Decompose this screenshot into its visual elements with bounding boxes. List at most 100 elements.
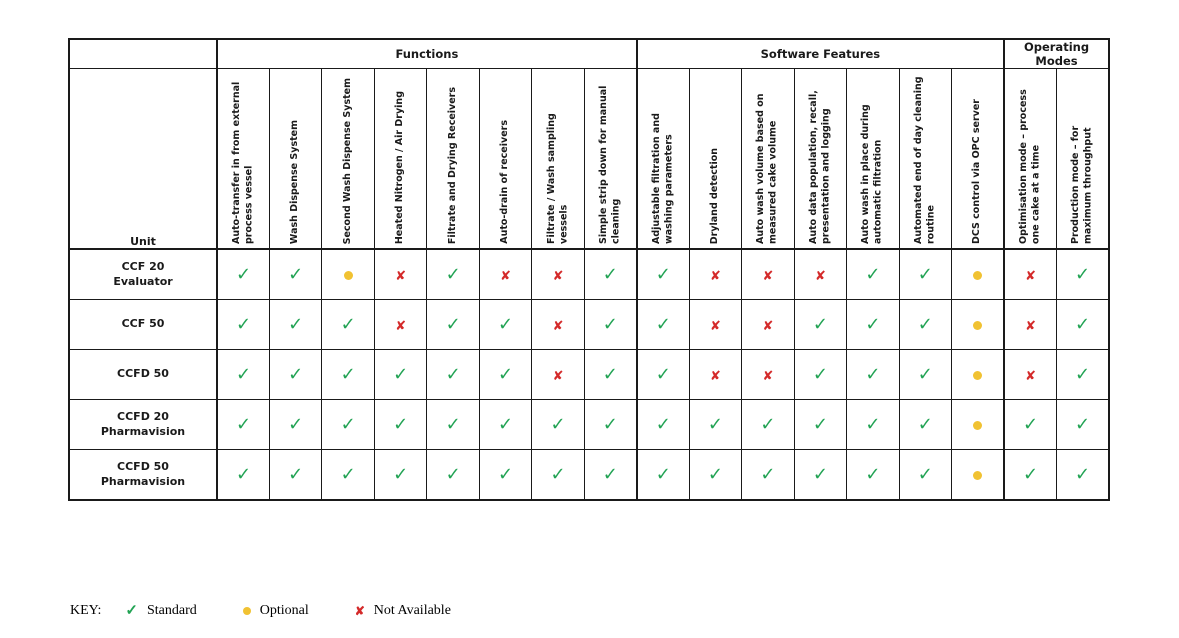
- standard-icon: ✓: [602, 414, 618, 435]
- not-available-icon: ✘: [552, 369, 564, 384]
- standard-icon: ✓: [340, 414, 356, 435]
- group-header: Functions: [216, 38, 638, 69]
- column-header-label: Heated Nitrogen / Air Drying: [394, 90, 406, 244]
- unit-column-header: Unit: [68, 68, 218, 250]
- standard-icon: ✓: [812, 464, 828, 485]
- status-cell: ✓: [898, 399, 953, 450]
- column-header-label: Adjustable filtration and washing parame…: [650, 113, 675, 244]
- standard-icon: ✓: [917, 264, 933, 285]
- status-cell: ✘: [1003, 248, 1058, 300]
- standard-icon: ✓: [602, 314, 618, 335]
- column-header-label: Filtrate / Wash sampling vessels: [545, 113, 570, 244]
- status-cell: ✓: [531, 449, 585, 501]
- standard-icon: ✓: [865, 414, 881, 435]
- status-cell: [951, 399, 1006, 450]
- column-header-label: Auto wash in place during automatic filt…: [860, 104, 884, 244]
- status-cell: ✘: [373, 248, 428, 300]
- status-cell: ✓: [1003, 449, 1058, 501]
- status-cell: ✘: [478, 248, 533, 300]
- status-cell: ✓: [846, 399, 900, 450]
- standard-icon: ✓: [655, 264, 671, 285]
- not-available-icon: ✘: [710, 269, 721, 284]
- standard-icon: ✓: [550, 464, 566, 485]
- key-item-optional-label: Optional: [259, 603, 309, 618]
- standard-icon: ✓: [288, 314, 304, 335]
- key-legend: KEY: ✓ Standard Optional ✘ Not Available: [70, 603, 497, 619]
- standard-icon: ✓: [917, 464, 933, 485]
- column-header: Auto data population, recall, presentati…: [793, 68, 848, 250]
- status-cell: ✓: [846, 248, 900, 300]
- not-available-icon: ✘: [395, 269, 407, 284]
- status-cell: ✓: [846, 299, 900, 350]
- standard-icon: ✓: [917, 414, 933, 435]
- status-cell: ✓: [741, 399, 795, 450]
- status-cell: ✘: [531, 299, 585, 350]
- standard-icon: ✓: [235, 314, 252, 335]
- standard-icon: ✓: [445, 464, 461, 485]
- corner-cell: [68, 38, 218, 69]
- standard-icon: ✓: [602, 464, 618, 485]
- column-header-label: DCS control via OPC server: [971, 98, 983, 244]
- not-available-icon: ✘: [762, 269, 774, 284]
- status-cell: ✓: [321, 449, 375, 501]
- status-cell: ✓: [268, 449, 323, 501]
- standard-icon: ✓: [865, 364, 881, 385]
- status-cell: ✘: [1003, 299, 1058, 350]
- key-item-standard: ✓ Standard: [125, 603, 196, 619]
- standard-icon: ✓: [393, 464, 409, 485]
- optional-icon: [343, 271, 353, 280]
- column-header-label: Auto wash volume based on measured cake …: [755, 93, 779, 245]
- status-cell: ✓: [1003, 399, 1058, 450]
- status-cell: ✓: [688, 449, 743, 501]
- status-cell: ✓: [373, 349, 428, 400]
- status-cell: [951, 449, 1006, 501]
- status-cell: ✓: [898, 248, 953, 300]
- not-available-icon: ✘: [762, 369, 774, 384]
- standard-icon: ✓: [235, 464, 252, 485]
- group-header: Operating Modes: [1003, 38, 1110, 69]
- standard-icon: ✓: [288, 464, 304, 485]
- column-header: Heated Nitrogen / Air Drying: [373, 68, 428, 250]
- status-cell: [951, 248, 1006, 300]
- status-cell: ✘: [373, 299, 428, 350]
- key-item-standard-label: Standard: [146, 603, 197, 618]
- status-cell: ✓: [426, 248, 480, 300]
- optional-icon: [973, 471, 983, 480]
- optional-icon: [973, 271, 983, 280]
- standard-icon: ✓: [812, 314, 828, 335]
- key-label: KEY:: [70, 603, 102, 618]
- standard-icon: ✓: [707, 464, 723, 485]
- standard-icon: ✓: [340, 464, 356, 485]
- not-available-icon: ✘: [354, 604, 365, 618]
- status-cell: ✓: [478, 399, 533, 450]
- standard-icon: ✓: [235, 414, 252, 435]
- not-available-icon: ✘: [500, 269, 512, 284]
- standard-icon: ✓: [445, 314, 461, 335]
- standard-icon: ✓: [655, 464, 671, 485]
- status-cell: ✓: [636, 248, 690, 300]
- status-cell: ✘: [741, 349, 795, 400]
- status-cell: ✓: [846, 349, 900, 400]
- status-cell: ✘: [741, 248, 795, 300]
- standard-icon: ✓: [125, 602, 138, 619]
- status-cell: ✓: [793, 299, 848, 350]
- standard-icon: ✓: [865, 464, 881, 485]
- status-cell: ✘: [531, 349, 585, 400]
- not-available-icon: ✘: [552, 319, 564, 334]
- status-cell: ✓: [216, 399, 270, 450]
- table-row: CCFD 50 ✓ ✓ ✓ ✓ ✓ ✓ ✘ ✓ ✓ ✘ ✘ ✓ ✓ ✓ ✘ ✓: [68, 349, 1110, 400]
- column-header: Wash Dispense System: [268, 68, 323, 250]
- status-cell: ✘: [688, 349, 743, 400]
- standard-icon: ✓: [340, 364, 356, 385]
- column-header-label: Dryland detection: [709, 147, 721, 244]
- table-row: CCFD 20 Pharmavision ✓ ✓ ✓ ✓ ✓ ✓ ✓ ✓ ✓ ✓ ✓ ✓ ✓ ✓ ✓ ✓: [68, 399, 1110, 450]
- status-cell: ✓: [1056, 349, 1110, 400]
- status-cell: ✓: [426, 449, 480, 501]
- status-cell: ✓: [793, 349, 848, 400]
- not-available-icon: ✘: [814, 269, 826, 284]
- status-cell: ✘: [1003, 349, 1058, 400]
- status-cell: ✓: [321, 399, 375, 450]
- status-cell: ✓: [531, 399, 585, 450]
- column-header: Production mode – for maximum throughput: [1056, 68, 1110, 250]
- status-cell: [321, 248, 375, 300]
